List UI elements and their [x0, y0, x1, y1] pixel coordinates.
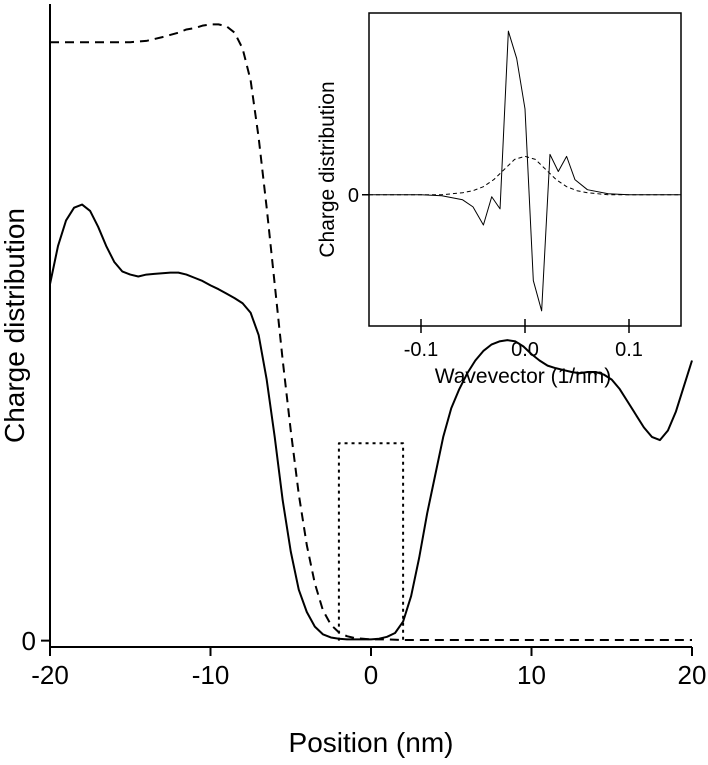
inset-plot: -0.1 0.0 0.1 0 Wavevector (1/nm) Charge distr…: [316, 12, 682, 388]
inset-series-solid: [369, 30, 681, 312]
inset-series-dashed: [369, 155, 681, 196]
inset-y-axis-title: Charge distribution: [316, 81, 339, 257]
inset-y-tick-label: 0: [348, 185, 359, 207]
main-x-tick-label: 10: [517, 660, 546, 690]
main-x-tick-label: -10: [192, 660, 230, 690]
inset-plot-frame: [368, 12, 682, 327]
main-y-axis-title: Charge distribution: [0, 208, 30, 443]
main-x-axis-title: Position (nm): [289, 727, 454, 758]
inset-x-axis-title: Wavevector (1/nm): [435, 365, 612, 388]
main-series-dashed: [50, 23, 692, 641]
main-series-dotted: [337, 442, 405, 641]
main-plot: -20 -10 0 10 20 0 Position (nm) Charge distribu…: [0, 4, 706, 758]
inset-x-tick-label: -0.1: [404, 339, 438, 361]
inset-x-tick-label: 0.1: [615, 339, 643, 361]
main-x-tick-label: 20: [678, 660, 707, 690]
main-x-tick-label: -20: [31, 660, 69, 690]
main-x-tick-label: 0: [364, 660, 378, 690]
main-y-tick-label: 0: [22, 626, 36, 656]
main-series-solid: [49, 203, 693, 641]
inset-x-tick-label: 0.0: [511, 339, 539, 361]
